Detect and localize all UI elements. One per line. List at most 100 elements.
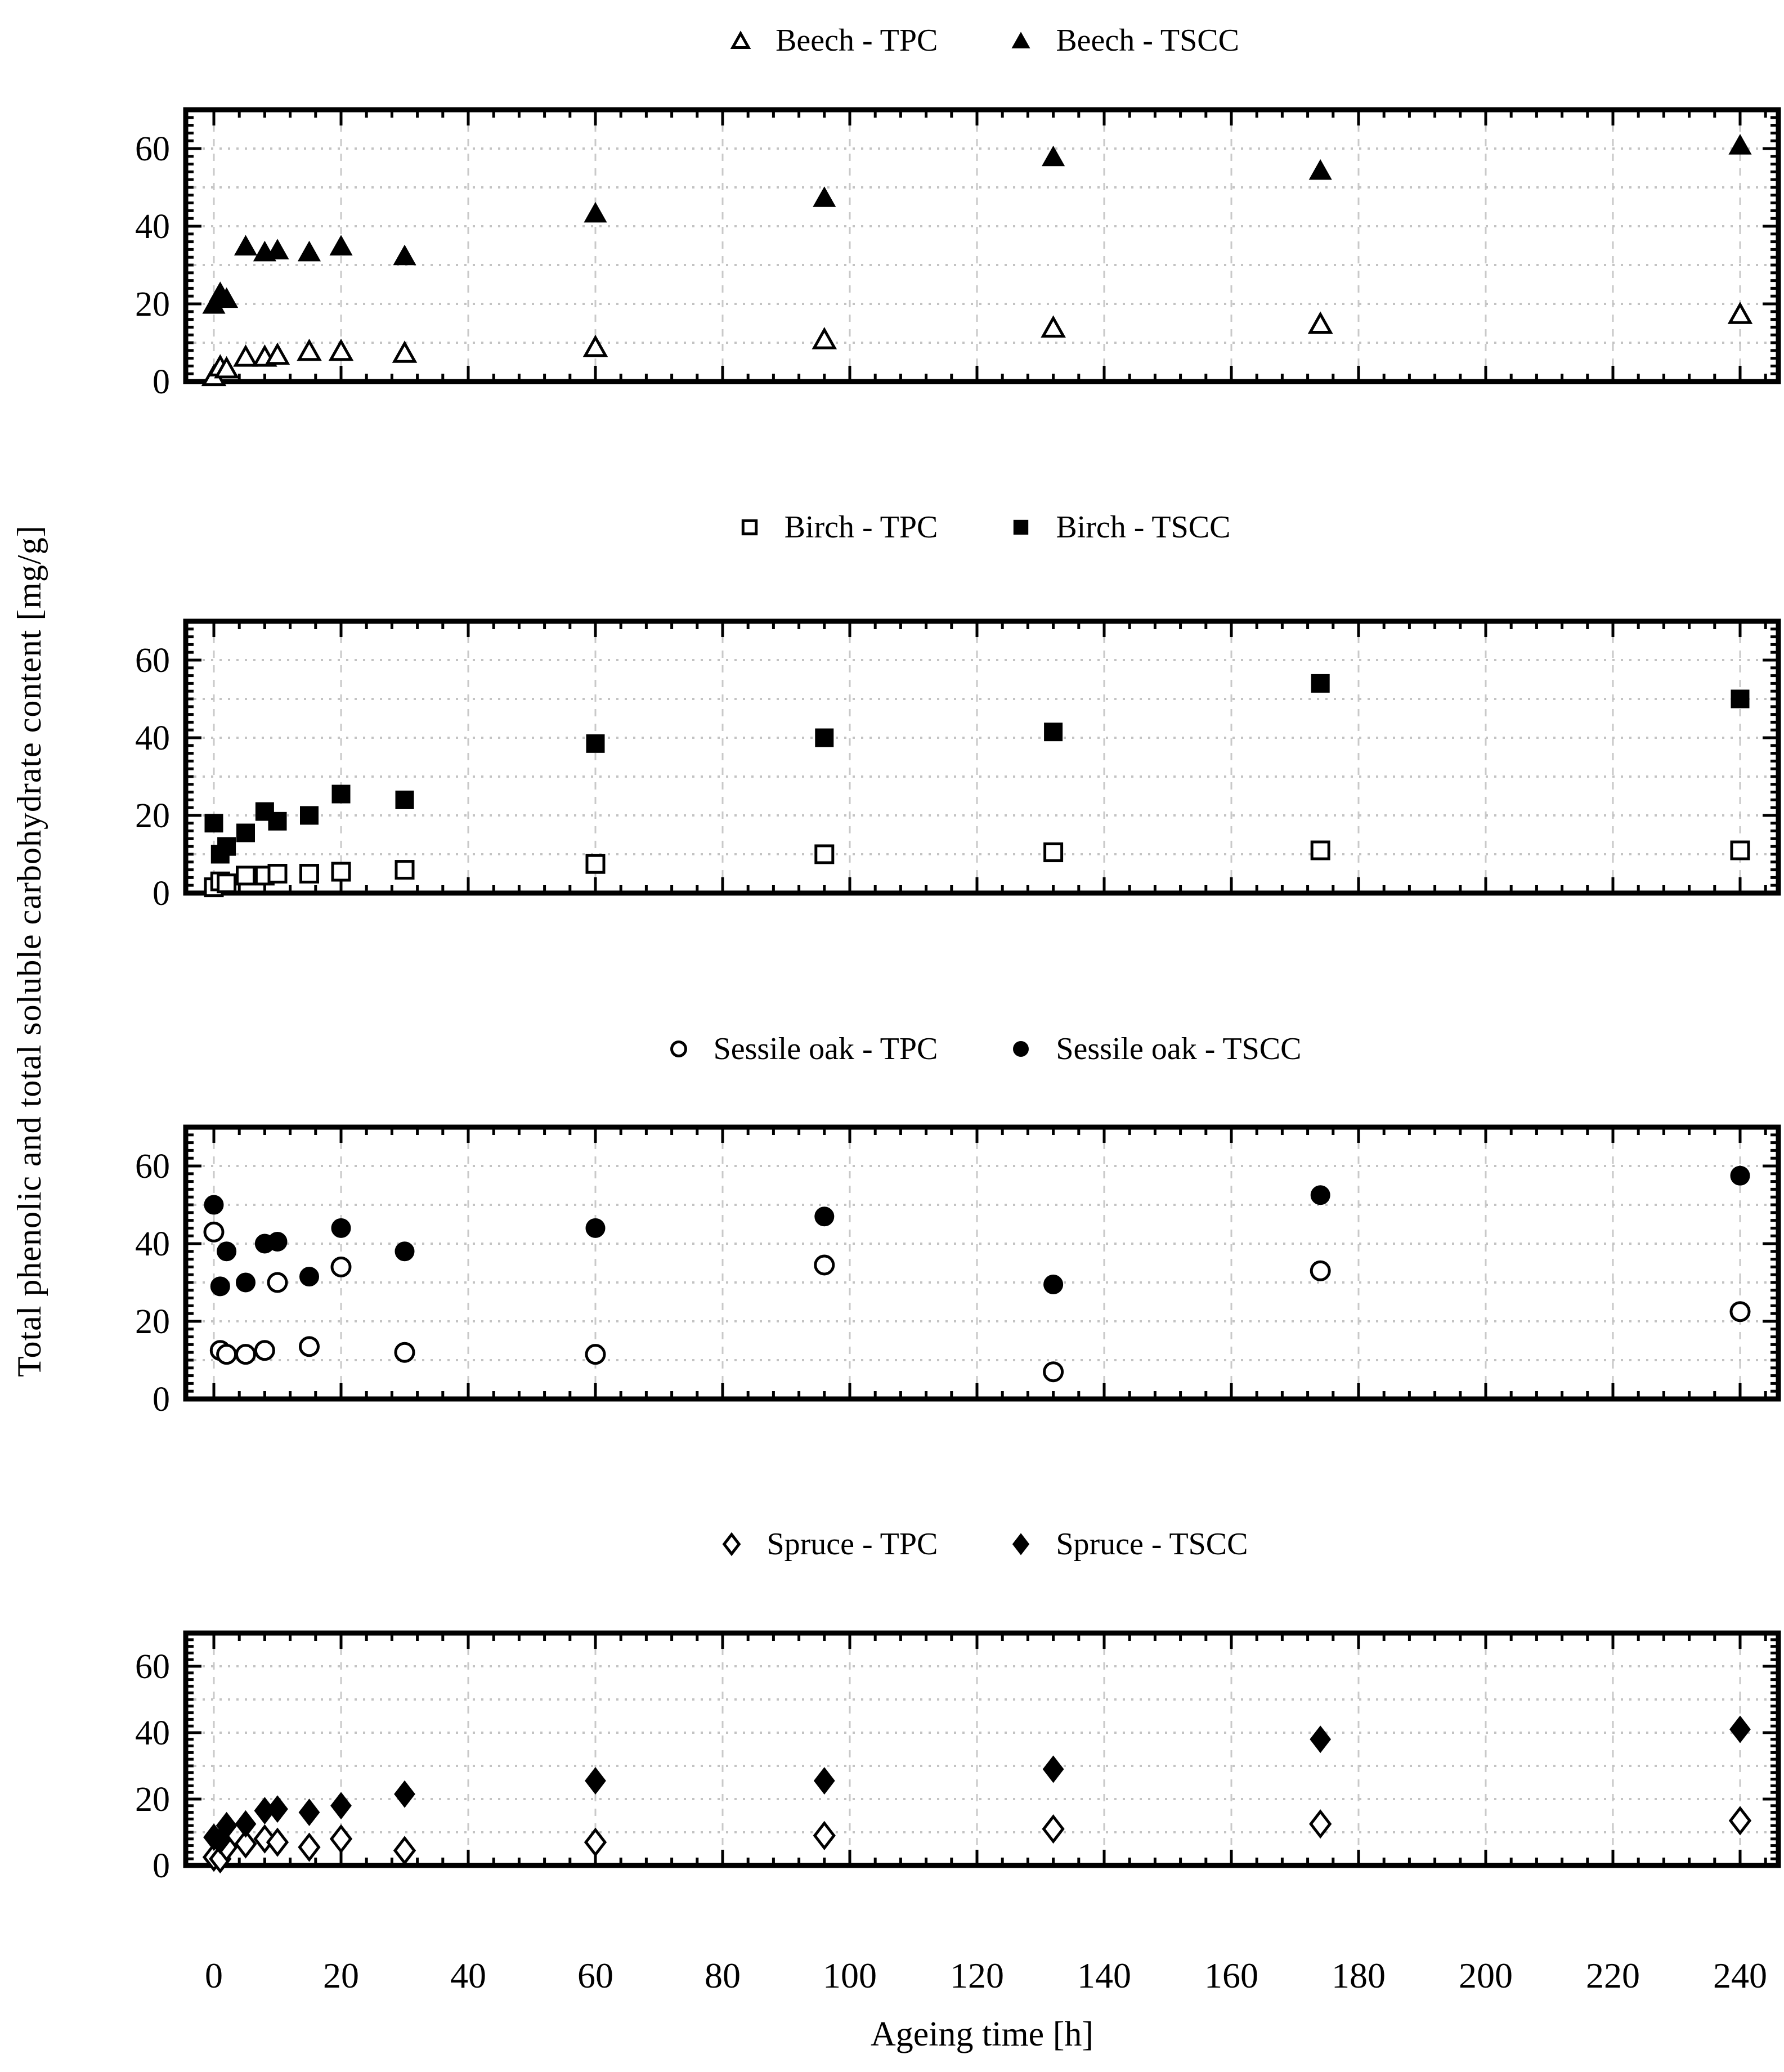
circle-filled-marker (236, 1272, 256, 1293)
legend-item-birch-tscc: Birch - TSCC (1005, 509, 1230, 545)
circle-open-marker (1310, 1260, 1331, 1281)
triangle-filled-marker (393, 244, 416, 266)
x-axis-title: Ageing time [h] (870, 2015, 1093, 2053)
panel-birch: 0 20 40 60 (135, 618, 1781, 913)
circle-open-marker (299, 1336, 320, 1357)
triangle-open-marker (233, 344, 258, 367)
y-tick-label: 20 (135, 1303, 170, 1341)
panel-spruce: 0 20 40 60 0 20 40 60 80 100 120 140 160 180 200 220 240 (135, 1630, 1781, 1995)
triangle-filled-marker (1042, 145, 1065, 167)
legend-item-birch-tpc: Birch - TPC (734, 509, 938, 545)
square-open-marker (217, 873, 237, 894)
series-sessile-oak---tscc (204, 1165, 1750, 1297)
diamond-open-icon (716, 1528, 747, 1560)
circle-open-marker (814, 1254, 835, 1276)
triangle-open-marker (265, 342, 290, 365)
circle-open-legend-glyph (670, 1041, 687, 1057)
circle-filled-marker (585, 1218, 606, 1238)
triangle-open-marker (392, 340, 418, 363)
triangle-open-marker (328, 338, 354, 361)
triangle-open-legend-glyph (730, 30, 751, 49)
square-filled-marker (1311, 674, 1330, 693)
triangle-filled-marker (1308, 159, 1332, 180)
legend-label: Sessile oak - TPC (713, 1031, 938, 1066)
triangle-filled-marker (813, 186, 836, 207)
diamond-filled-marker (585, 1767, 606, 1795)
legend-item-sessile-oak-tscc: Sessile oak - TSCC (1005, 1031, 1301, 1067)
square-open-marker (331, 862, 351, 882)
legend-spruce: Spruce - TPC Spruce - TSCC (186, 1526, 1778, 1562)
square-filled-legend-glyph (1014, 519, 1029, 535)
circle-open-marker (267, 1272, 288, 1293)
plot-frame (183, 618, 1781, 896)
y-axis-title: Total phenolic and total soluble carbohy… (11, 525, 48, 1377)
x-tick-label: 0 (205, 1956, 223, 1995)
diamond-open-marker (298, 1832, 321, 1862)
legend-item-sessile-oak-tpc: Sessile oak - TPC (663, 1031, 938, 1067)
square-open-marker (299, 864, 319, 883)
circle-filled-marker (814, 1207, 835, 1227)
triangle-filled-marker (266, 239, 289, 259)
triangle-open-marker (812, 327, 837, 349)
triangle-open-marker (214, 356, 239, 379)
circle-filled-marker (210, 1276, 230, 1297)
triangle-open-icon (725, 25, 756, 56)
legend-label: Spruce - TSCC (1056, 1527, 1248, 1562)
y-tick-label: 0 (153, 1847, 170, 1885)
x-tick-label: 80 (705, 1956, 741, 1995)
square-open-marker (1043, 842, 1064, 863)
x-tick-label: 200 (1459, 1956, 1513, 1995)
diamond-filled-marker (1729, 1715, 1751, 1743)
legend-label: Birch - TSCC (1056, 510, 1231, 545)
x-tick-label: 120 (950, 1956, 1004, 1995)
diamond-filled-marker (267, 1795, 288, 1823)
x-tick-label: 180 (1332, 1956, 1386, 1995)
circle-filled-marker (395, 1241, 415, 1262)
y-tick-label: 40 (135, 1225, 170, 1263)
series-birch---tpc (204, 840, 1750, 898)
square-filled-marker (217, 837, 236, 856)
diamond-filled-marker (235, 1810, 257, 1838)
triangle-filled-marker (584, 201, 607, 223)
diamond-filled-marker (216, 1811, 237, 1840)
legend-label: Sessile oak - TSCC (1056, 1031, 1302, 1066)
series-spruce---tscc (203, 1715, 1751, 1855)
legend-item-beech-tscc: Beech - TSCC (1005, 23, 1239, 59)
legend-beech: Beech - TPC Beech - TSCC (186, 23, 1778, 59)
square-open-marker (1730, 840, 1750, 860)
triangle-filled-legend-marker (1011, 32, 1030, 48)
square-filled-marker (300, 806, 319, 825)
square-filled-icon (1005, 512, 1037, 543)
diamond-open-legend-glyph (723, 1532, 741, 1557)
diamond-filled-legend-glyph (1012, 1533, 1030, 1555)
legend-item-spruce-tpc: Spruce - TPC (716, 1526, 938, 1562)
triangle-open-marker (297, 338, 322, 361)
triangle-open-marker (1727, 302, 1753, 324)
series-birch---tscc (204, 674, 1750, 864)
plot-frame (183, 107, 1781, 384)
square-filled-marker (204, 814, 223, 833)
legend-sessile-oak: Sessile oak - TPC Sessile oak - TSCC (186, 1031, 1778, 1067)
diamond-filled-marker (813, 1767, 835, 1795)
diamond-filled-marker (330, 1792, 352, 1820)
square-open-marker (236, 865, 256, 886)
circle-open-marker (216, 1344, 237, 1365)
diamond-open-marker (813, 1820, 836, 1850)
y-tick-label: 0 (153, 874, 170, 913)
y-tick-label: 40 (135, 208, 170, 246)
x-tick-label: 240 (1713, 1956, 1767, 1995)
square-filled-marker (815, 728, 834, 747)
triangle-filled-marker (297, 240, 321, 262)
x-tick-label: 160 (1204, 1956, 1258, 1995)
legend-label: Beech - TSCC (1056, 23, 1239, 58)
diamond-open-marker (266, 1827, 289, 1857)
y-tick-label: 60 (135, 1147, 170, 1186)
panel-sessile-oak: 0 20 40 60 (135, 1124, 1781, 1419)
triangle-filled-marker (234, 235, 258, 255)
circle-open-marker (330, 1256, 352, 1277)
legend-item-spruce-tscc: Spruce - TSCC (1005, 1526, 1248, 1562)
circle-filled-legend-glyph (1013, 1041, 1029, 1057)
series-beech---tpc (201, 302, 1753, 387)
y-tick-label: 0 (153, 1380, 170, 1419)
diamond-filled-marker (1042, 1755, 1064, 1783)
